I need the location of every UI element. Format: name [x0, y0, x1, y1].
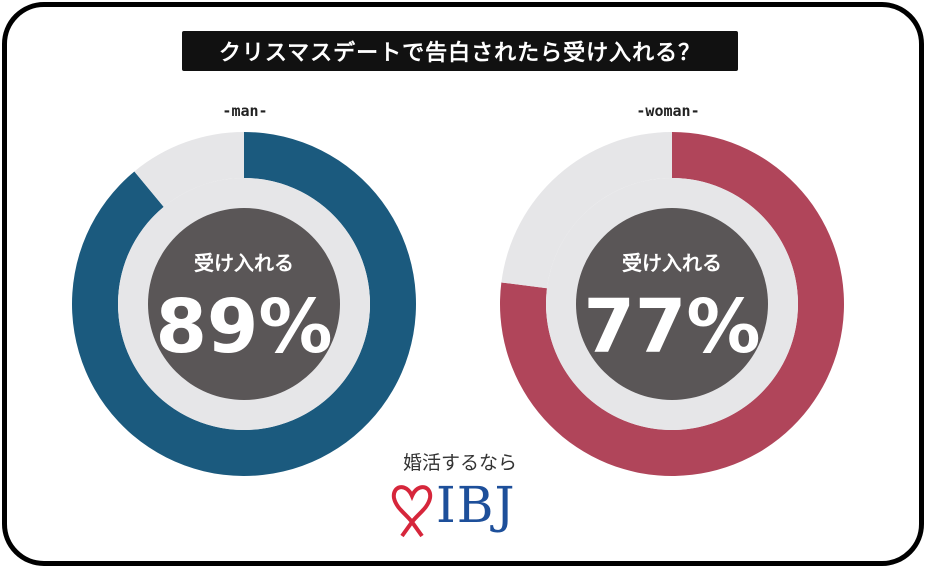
- chart-title: クリスマスデートで告白されたら受け入れる？: [182, 31, 738, 71]
- donut-center: [148, 208, 340, 400]
- logo-tagline: 婚活するなら: [402, 452, 517, 474]
- donut-center-label: 受け入れる: [194, 251, 294, 275]
- ibj-logo: 婚活するなら IBJ: [370, 448, 550, 548]
- donut-value-label: 89%: [155, 284, 332, 370]
- heart-ribbon-icon: [391, 485, 433, 538]
- donut-value-label: 77%: [583, 284, 760, 370]
- man-panel-label: -man-: [222, 102, 268, 120]
- donut-center-label: 受け入れる: [622, 251, 722, 275]
- donut-slice-other: [501, 132, 672, 289]
- donut-center: [576, 208, 768, 400]
- woman-panel-label: -woman-: [636, 102, 700, 120]
- chart-title-text: クリスマスデートで告白されたら受け入れる？: [218, 41, 702, 66]
- donut-slice-other: [134, 132, 244, 207]
- man-donut-chart: 受け入れる 89%: [72, 132, 416, 476]
- woman-donut-chart: 受け入れる 77%: [500, 132, 844, 477]
- logo-text: IBJ: [436, 476, 516, 534]
